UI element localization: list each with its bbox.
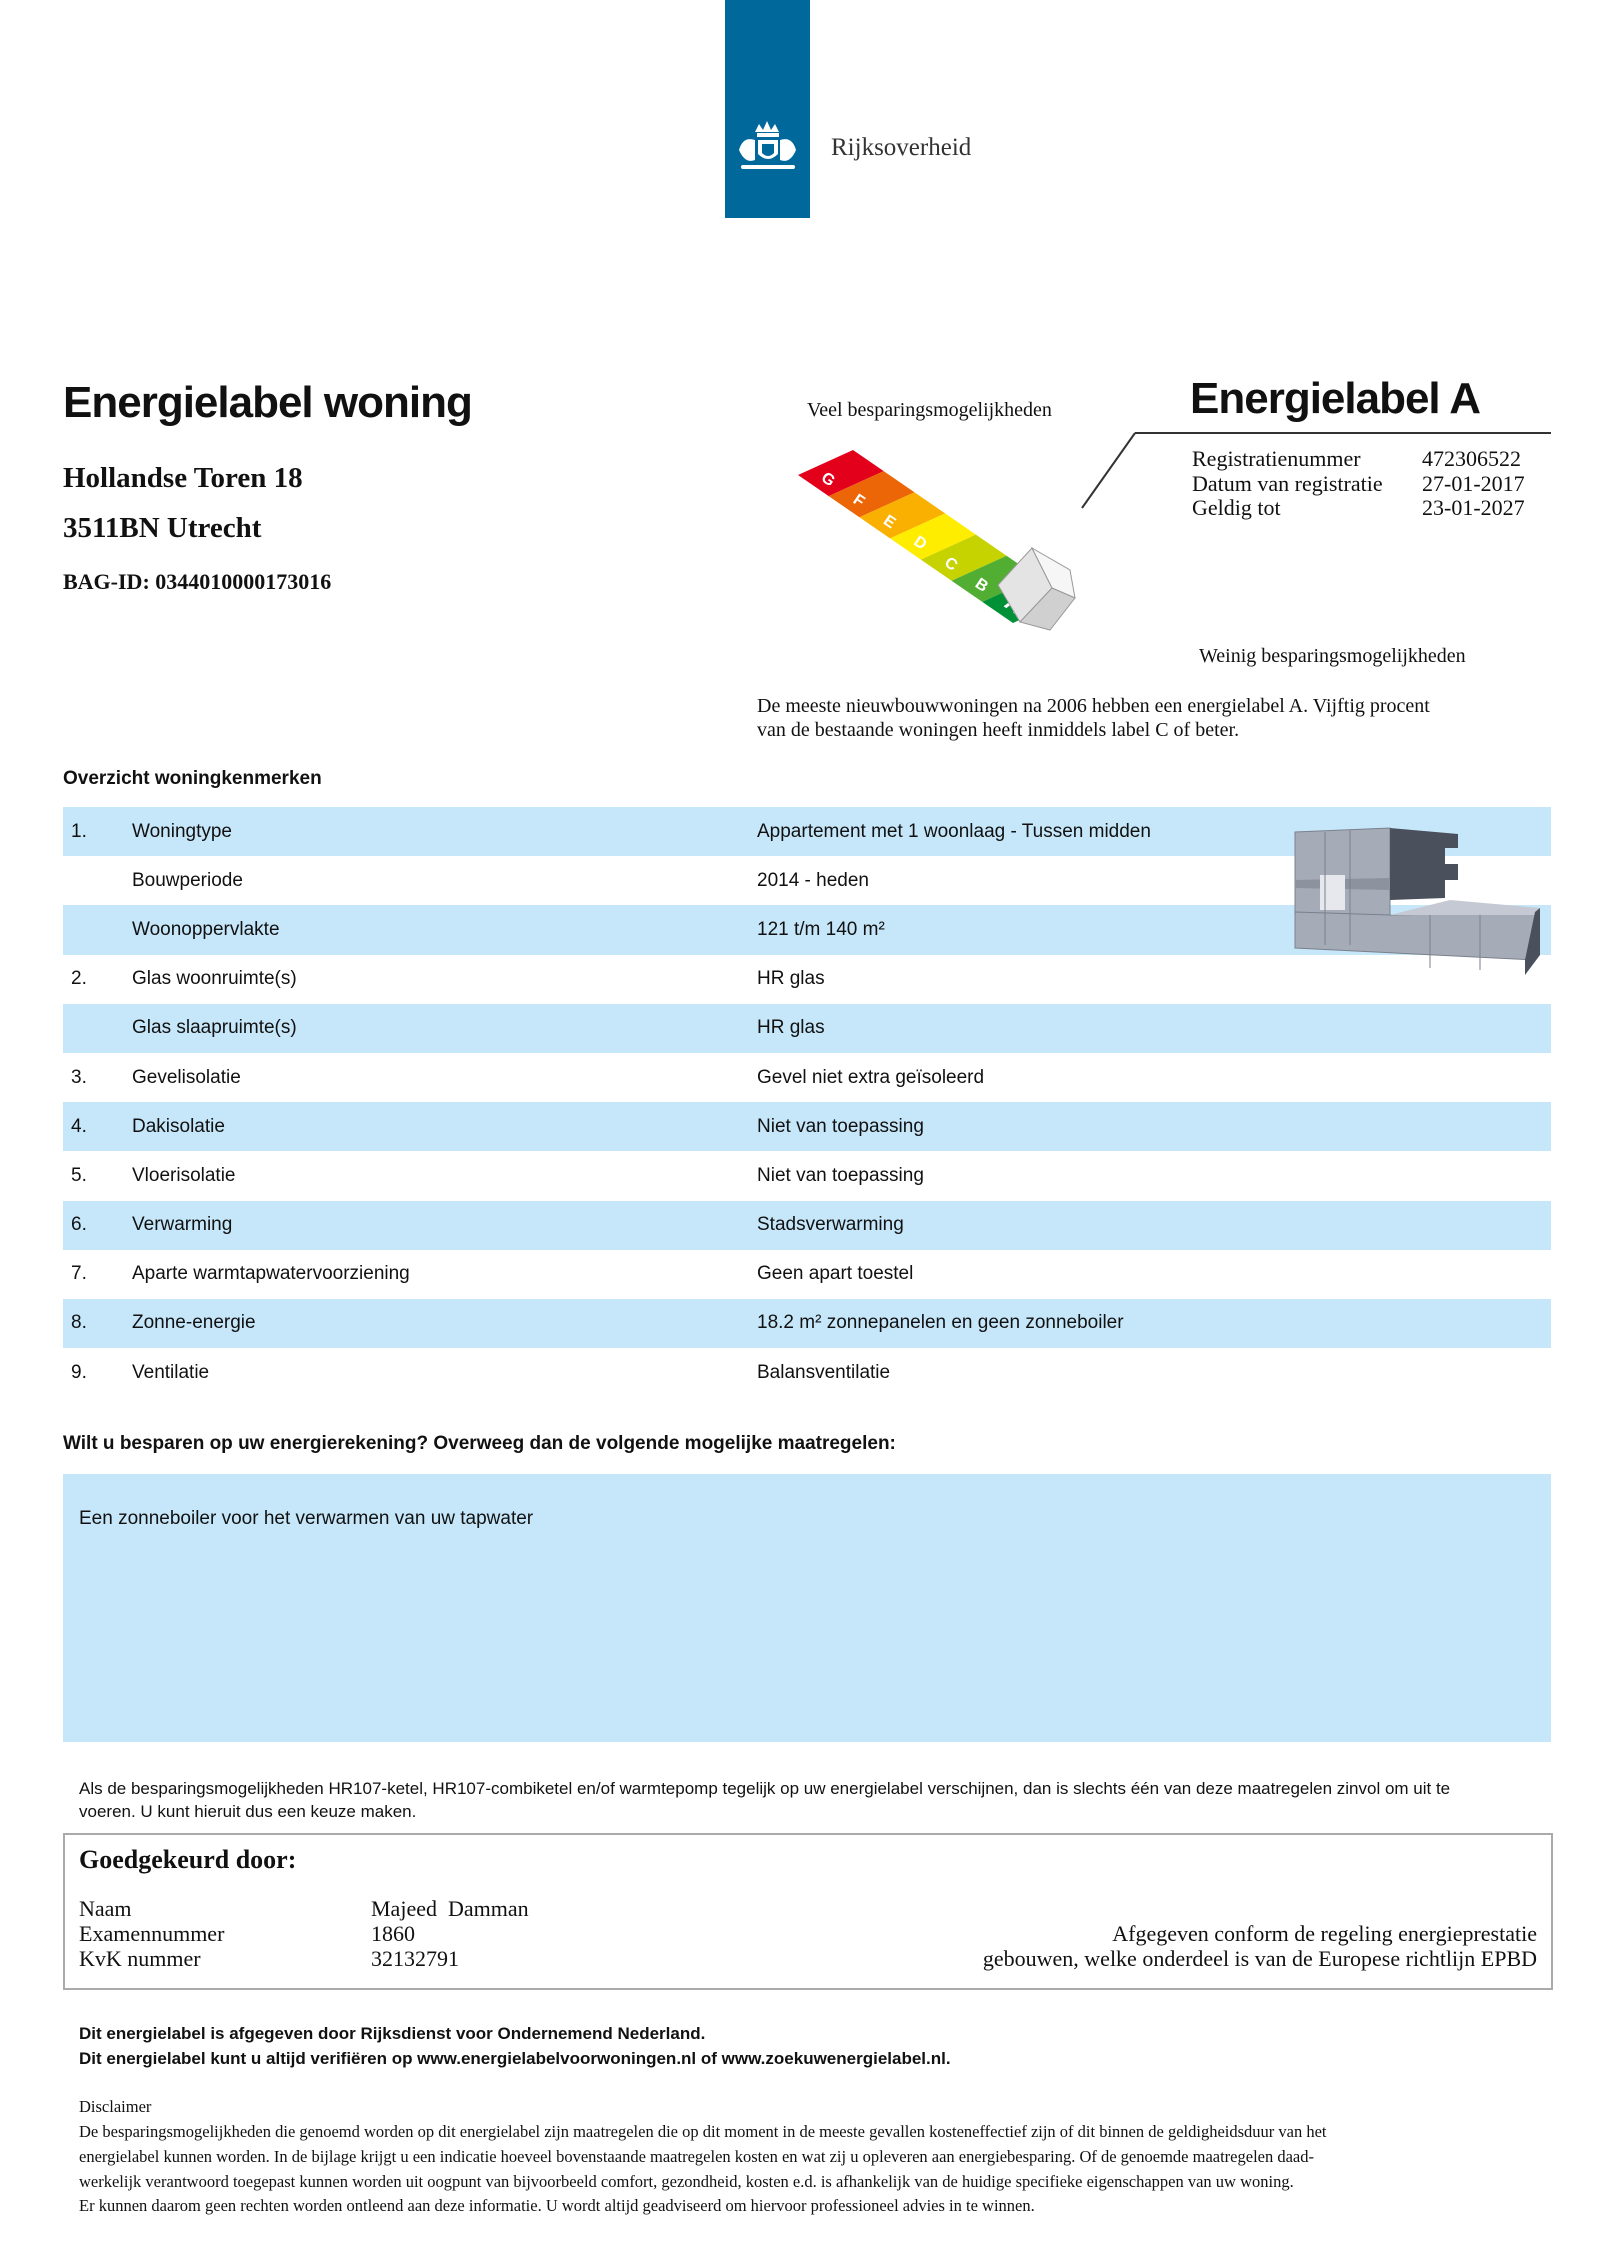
energy-label-graphic: GFEDCBA <box>798 432 1551 631</box>
building-icon <box>1294 827 1540 975</box>
label-band-f <box>828 471 915 518</box>
crown-emblem-icon <box>739 121 796 169</box>
measures-box: Een zonneboiler voor het verwarmen van u… <box>63 1474 1551 1742</box>
row-val: 18.2 m² zonnepanelen en geen zonneboiler <box>757 1312 1124 1334</box>
measures-note-line2: voeren. U kunt hieruit dus een keuze mak… <box>79 1802 417 1821</box>
field-value-name: Majeed Damman <box>371 1896 529 1921</box>
row-key: Woonoppervlakte <box>132 918 280 940</box>
conform-line1: Afgegeven conform de regeling energiepre… <box>1112 1921 1537 1946</box>
footer-line1: Dit energielabel is afgegeven door Rijks… <box>79 2024 706 2043</box>
row-val: 2014 - heden <box>757 869 869 891</box>
row-val: HR glas <box>757 968 825 990</box>
info-value-registration: 472306522 <box>1422 446 1521 471</box>
top-caption: Veel besparingsmogelijkheden <box>807 399 1052 421</box>
field-value-kvk: 32132791 <box>371 1946 459 1971</box>
row-num: 6. <box>71 1214 87 1236</box>
row-key: Glas woonruimte(s) <box>132 968 297 990</box>
approved-box <box>63 1833 1553 1990</box>
row-num: 4. <box>71 1115 87 1137</box>
row-val: Stadsverwarming <box>757 1214 904 1236</box>
measure-item: Een zonneboiler voor het verwarmen van u… <box>79 1508 534 1529</box>
info-key-date: Datum van registratie <box>1192 471 1383 496</box>
label-note-line1: De meeste nieuwbouwwoningen na 2006 hebb… <box>757 695 1430 717</box>
brand-name: Rijksoverheid <box>831 134 972 161</box>
row-num: 8. <box>71 1312 87 1334</box>
energy-label-title: Energielabel A <box>1190 374 1481 423</box>
table-row: 2. Glas woonruimte(s) HR glas <box>63 955 1551 1004</box>
table-row: 8. Zonne-energie 18.2 m² zonnepanelen en g… <box>63 1298 1551 1349</box>
disclaimer-line: De besparingsmogelijkheden die genoemd w… <box>79 2122 1327 2141</box>
info-value-date: 27-01-2017 <box>1422 471 1525 496</box>
table-row: 9. Ventilatie Balansventilatie <box>63 1348 1551 1397</box>
label-band-e <box>859 492 946 539</box>
row-val: Niet van toepassing <box>757 1164 924 1186</box>
conform-line2: gebouwen, welke onderdeel is van de Euro… <box>982 1946 1537 1971</box>
row-key: Zonne-energie <box>132 1312 256 1334</box>
table-row: 4. Dakisolatie Niet van toepassing <box>63 1102 1551 1152</box>
table-row: 7. Aparte warmtapwatervoorziening Geen apa… <box>63 1250 1551 1299</box>
label-band-g <box>798 450 884 497</box>
row-key: Woningtype <box>132 820 232 842</box>
table-row: 5. Vloerisolatie Niet van toepassing <box>63 1151 1551 1200</box>
row-key: Gevelisolatie <box>132 1066 241 1088</box>
label-band-c <box>920 534 1007 581</box>
row-key: Aparte warmtapwatervoorziening <box>132 1263 410 1285</box>
rijksoverheid-logo <box>725 0 810 218</box>
info-key-valid: Geldig tot <box>1192 495 1281 520</box>
row-key: Vloerisolatie <box>132 1164 236 1186</box>
disclaimer-title: Disclaimer <box>79 2097 152 2116</box>
row-key: Verwarming <box>132 1214 233 1236</box>
approved-heading: Goedgekeurd door: <box>79 1845 297 1874</box>
info-key-registration: Registratienummer <box>1192 446 1361 471</box>
field-key-name: Naam <box>79 1896 132 1921</box>
bottom-caption: Weinig besparingsmogelijkheden <box>1199 645 1466 667</box>
row-key: Bouwperiode <box>132 869 243 891</box>
disclaimer-line: Er kunnen daarom geen rechten worden ont… <box>79 2196 1035 2215</box>
row-num: 3. <box>71 1066 87 1088</box>
field-value-exam: 1860 <box>371 1921 415 1946</box>
table-row: 6. Verwarming Stadsverwarming <box>63 1200 1551 1250</box>
row-num: 2. <box>71 968 87 990</box>
row-val: Geen apart toestel <box>757 1263 914 1285</box>
table-row: 3. Gevelisolatie Gevel niet extra geïsolee… <box>63 1053 1551 1102</box>
label-note-line2: van de bestaande woningen heeft inmiddel… <box>757 719 1240 741</box>
house-icon <box>997 546 1076 631</box>
address-street: Hollandse Toren 18 <box>63 462 303 494</box>
page-title: Energielabel woning <box>63 378 473 427</box>
field-key-exam: Examennummer <box>79 1921 225 1946</box>
row-val: Gevel niet extra geïsoleerd <box>757 1066 985 1088</box>
disclaimer-line: werkelijk verantwoord toegepast kunnen w… <box>79 2172 1294 2191</box>
field-key-kvk: KvK nummer <box>79 1946 201 1971</box>
table-row: Bouwperiode 2014 - heden <box>63 856 1551 905</box>
row-num: 1. <box>71 820 87 842</box>
overview-heading: Overzicht woningkenmerken <box>63 768 322 789</box>
row-val: Balansventilatie <box>757 1361 891 1383</box>
disclaimer-line: energielabel kunnen worden. In de bijlag… <box>79 2147 1314 2166</box>
row-val: HR glas <box>757 1017 825 1039</box>
label-band-d <box>890 513 976 560</box>
row-val: 121 t/m 140 m² <box>757 918 885 940</box>
info-value-valid: 23-01-2027 <box>1422 495 1525 520</box>
row-num: 5. <box>71 1164 87 1186</box>
row-val: Niet van toepassing <box>757 1115 924 1137</box>
row-key: Glas slaapruimte(s) <box>132 1017 297 1039</box>
measures-note-line1: Als de besparingsmogelijkheden HR107-ket… <box>79 1779 1451 1798</box>
measures-question: Wilt u besparen op uw energierekening? O… <box>63 1433 896 1454</box>
pointer-line <box>1081 432 1136 509</box>
row-key: Ventilatie <box>132 1361 210 1383</box>
footer-line2: Dit energielabel kunt u altijd verifiëre… <box>79 2049 951 2068</box>
address-city: 3511BN Utrecht <box>63 512 262 544</box>
row-num: 7. <box>71 1263 87 1285</box>
table-row: Glas slaapruimte(s) HR glas <box>63 1003 1551 1053</box>
row-key: Dakisolatie <box>132 1115 225 1137</box>
bag-id: BAG-ID: 0344010000173016 <box>63 569 332 594</box>
row-num: 9. <box>71 1361 87 1383</box>
row-val: Appartement met 1 woonlaag - Tussen midd… <box>757 820 1151 842</box>
